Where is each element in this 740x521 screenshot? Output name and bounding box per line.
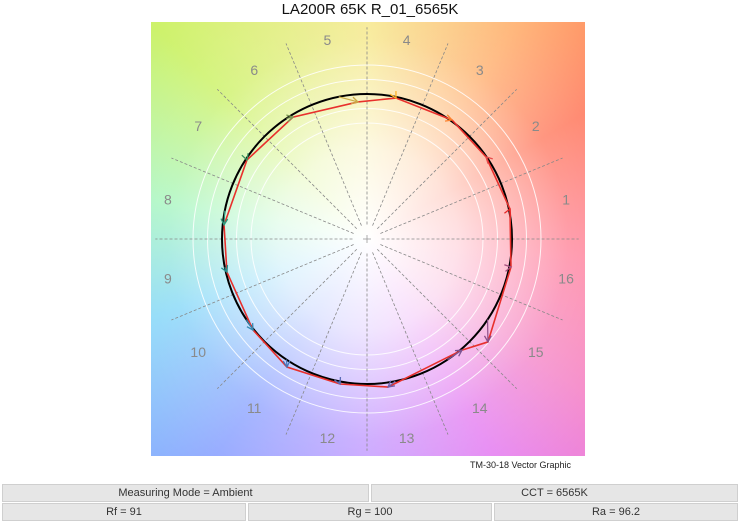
hue-bin-label: 8 [164,191,172,207]
bin-divider-line [376,248,517,389]
rg-cell: Rg = 100 [248,503,492,521]
measuring-mode-cell: Measuring Mode = Ambient [2,484,369,502]
arrow-head [333,376,342,386]
hue-bin-label: 12 [320,430,336,446]
hue-shift-arrow [447,349,463,361]
chart-title: LA200R 65K R_01_6565K [281,1,459,18]
bin-divider-line [217,248,358,389]
hue-shift-arrow [223,210,226,225]
bin-divider-line [372,43,449,226]
arrow-head [389,91,397,100]
vector-graphic-plot: 1 2 3 4 5 6 7 8 9 10 11 12 13 14 15 16 [151,22,585,456]
hue-bin-label: 10 [190,344,206,360]
arrow-head [454,349,464,357]
arrow-head [220,218,229,227]
arrow-head [483,335,492,344]
hue-bin-label: 1 [562,191,570,207]
arrow-head [351,96,360,105]
bin-divider-line [171,244,354,321]
bin-divider-line [372,252,449,435]
hue-bin-label: 5 [323,32,331,48]
hue-bin-label: 2 [532,118,540,134]
arrow-head [444,114,454,122]
hue-bin-label: 7 [194,118,202,134]
bin-divider-line [217,89,358,230]
hue-shift-arrow [245,319,254,331]
ring-circle [192,64,542,414]
arrow-head [282,360,291,369]
bin-divider-line [376,89,517,230]
chart-caption: TM-30-18 Vector Graphic [470,460,572,470]
arrow-head [220,265,229,274]
reference-circle [221,93,513,385]
arrow-head [246,323,254,332]
hue-bin-label: 4 [403,32,411,48]
hue-bin-label: 14 [472,400,488,416]
hue-bin-label: 3 [476,62,484,78]
bin-divider-line [171,157,354,234]
info-row-1: Measuring Mode = Ambient CCT = 6565K [2,484,738,502]
bin-divider-line [380,157,563,234]
bin-divider-line [285,252,362,435]
hue-bin-label: 13 [399,430,415,446]
arrow-head [241,152,249,162]
hue-bin-label: 9 [164,271,172,287]
hue-bin-label: 6 [250,62,258,78]
hue-shift-arrow [338,96,359,103]
hue-bin-label: 15 [528,344,544,360]
hue-shift-arrow [387,380,396,388]
bin-divider-line [380,244,563,321]
arrow-head [504,264,513,272]
rf-cell: Rf = 91 [2,503,246,521]
arrow-head [286,114,295,123]
arrow-head [485,155,493,164]
hue-bin-label: 11 [247,400,262,416]
arrow-head [386,380,396,388]
cct-cell: CCT = 6565K [371,484,738,502]
hue-bin-label: 16 [558,271,574,287]
bin-divider-line [285,43,362,226]
arrow-head [504,207,512,217]
ra-cell: Ra = 96.2 [494,503,738,521]
info-row-2: Rf = 91 Rg = 100 Ra = 96.2 [2,503,738,521]
